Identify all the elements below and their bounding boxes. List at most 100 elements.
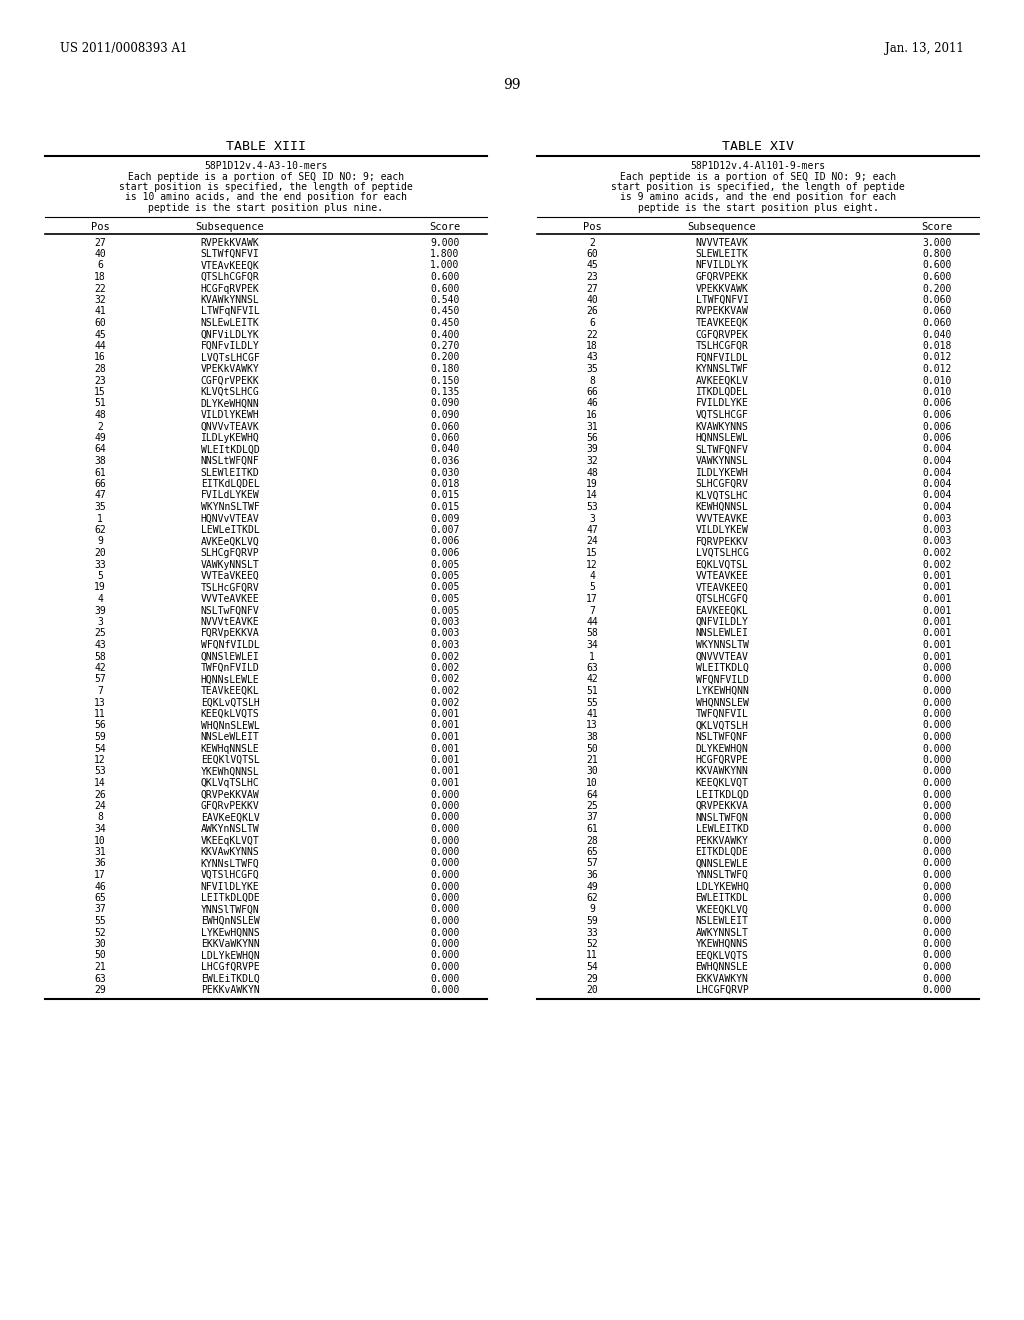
Text: HQNNsLEWLE: HQNNsLEWLE	[201, 675, 259, 685]
Text: ILDLyKEWHQ: ILDLyKEWHQ	[201, 433, 259, 444]
Text: VAWKyNNSLT: VAWKyNNSLT	[201, 560, 259, 569]
Text: 0.000: 0.000	[923, 697, 951, 708]
Text: 0.001: 0.001	[430, 777, 460, 788]
Text: Each peptide is a portion of SEQ ID NO: 9; each: Each peptide is a portion of SEQ ID NO: …	[620, 172, 896, 181]
Text: 39: 39	[586, 445, 598, 454]
Text: 45: 45	[586, 260, 598, 271]
Text: 0.004: 0.004	[923, 491, 951, 500]
Text: 60: 60	[94, 318, 105, 327]
Text: 58P1D12v.4-A3-10-mers: 58P1D12v.4-A3-10-mers	[205, 161, 328, 172]
Text: 63: 63	[586, 663, 598, 673]
Text: 35: 35	[586, 364, 598, 374]
Text: 61: 61	[586, 824, 598, 834]
Text: SLEWlEITKD: SLEWlEITKD	[201, 467, 259, 478]
Text: 62: 62	[94, 525, 105, 535]
Text: 0.000: 0.000	[923, 882, 951, 891]
Text: 6: 6	[97, 260, 103, 271]
Text: 0.000: 0.000	[923, 755, 951, 766]
Text: KEWHQNNSL: KEWHQNNSL	[695, 502, 749, 512]
Text: 0.000: 0.000	[430, 824, 460, 834]
Text: QKLVqTSLHC: QKLVqTSLHC	[201, 777, 259, 788]
Text: 0.003: 0.003	[430, 616, 460, 627]
Text: 0.000: 0.000	[430, 974, 460, 983]
Text: 59: 59	[586, 916, 598, 927]
Text: 9: 9	[97, 536, 103, 546]
Text: 28: 28	[586, 836, 598, 846]
Text: 58P1D12v.4-Al101-9-mers: 58P1D12v.4-Al101-9-mers	[690, 161, 825, 172]
Text: 0.000: 0.000	[923, 894, 951, 903]
Text: WHQNnSLEWL: WHQNnSLEWL	[201, 721, 259, 730]
Text: 0.004: 0.004	[923, 445, 951, 454]
Text: FVILDLYKE: FVILDLYKE	[695, 399, 749, 408]
Text: 0.000: 0.000	[923, 675, 951, 685]
Text: WFQNfVILDL: WFQNfVILDL	[201, 640, 259, 649]
Text: 15: 15	[586, 548, 598, 558]
Text: EWHQNNSLE: EWHQNNSLE	[695, 962, 749, 972]
Text: VVTEaVKEEQ: VVTEaVKEEQ	[201, 572, 259, 581]
Text: 0.000: 0.000	[923, 928, 951, 937]
Text: EQKLvQTSLH: EQKLvQTSLH	[201, 697, 259, 708]
Text: LEITkDLQDE: LEITkDLQDE	[201, 894, 259, 903]
Text: 58: 58	[586, 628, 598, 639]
Text: NSLEwLEITK: NSLEwLEITK	[201, 318, 259, 327]
Text: 47: 47	[586, 525, 598, 535]
Text: 0.000: 0.000	[923, 686, 951, 696]
Text: 0.000: 0.000	[430, 858, 460, 869]
Text: KYNNsLTWFQ: KYNNsLTWFQ	[201, 858, 259, 869]
Text: 0.000: 0.000	[923, 824, 951, 834]
Text: EWLEITKDL: EWLEITKDL	[695, 894, 749, 903]
Text: EEQKLVQTS: EEQKLVQTS	[695, 950, 749, 961]
Text: 0.000: 0.000	[923, 777, 951, 788]
Text: 0.036: 0.036	[430, 455, 460, 466]
Text: 0.040: 0.040	[923, 330, 951, 339]
Text: VVVTEAVKE: VVVTEAVKE	[695, 513, 749, 524]
Text: 54: 54	[94, 743, 105, 754]
Text: 47: 47	[94, 491, 105, 500]
Text: 0.006: 0.006	[923, 399, 951, 408]
Text: 0.000: 0.000	[923, 847, 951, 857]
Text: LEWLEITKD: LEWLEITKD	[695, 824, 749, 834]
Text: KYNNSLTWF: KYNNSLTWF	[695, 364, 749, 374]
Text: 0.000: 0.000	[430, 985, 460, 995]
Text: 0.002: 0.002	[430, 652, 460, 661]
Text: 30: 30	[586, 767, 598, 776]
Text: 0.000: 0.000	[923, 789, 951, 800]
Text: 0.000: 0.000	[923, 801, 951, 810]
Text: 41: 41	[94, 306, 105, 317]
Text: VTEAvKEEQK: VTEAvKEEQK	[201, 260, 259, 271]
Text: 7: 7	[97, 686, 103, 696]
Text: TWFQnFVILD: TWFQnFVILD	[201, 663, 259, 673]
Text: peptide is the start position plus eight.: peptide is the start position plus eight…	[638, 203, 879, 213]
Text: 3: 3	[97, 616, 103, 627]
Text: 16: 16	[94, 352, 105, 363]
Text: CGFQRVPEK: CGFQRVPEK	[695, 330, 749, 339]
Text: 1.800: 1.800	[430, 249, 460, 259]
Text: 0.018: 0.018	[923, 341, 951, 351]
Text: SLTWfQNFVI: SLTWfQNFVI	[201, 249, 259, 259]
Text: 9: 9	[589, 904, 595, 915]
Text: 0.200: 0.200	[430, 352, 460, 363]
Text: 0.012: 0.012	[923, 364, 951, 374]
Text: 0.450: 0.450	[430, 318, 460, 327]
Text: DLYKEWHQN: DLYKEWHQN	[695, 743, 749, 754]
Text: SLEWLEITK: SLEWLEITK	[695, 249, 749, 259]
Text: 0.001: 0.001	[923, 628, 951, 639]
Text: 0.000: 0.000	[923, 721, 951, 730]
Text: 10: 10	[94, 836, 105, 846]
Text: 0.000: 0.000	[923, 743, 951, 754]
Text: VILDlYKEWH: VILDlYKEWH	[201, 411, 259, 420]
Text: LEWLeITKDL: LEWLeITKDL	[201, 525, 259, 535]
Text: KKVAwKYNNS: KKVAwKYNNS	[201, 847, 259, 857]
Text: SLTWFQNFV: SLTWFQNFV	[695, 445, 749, 454]
Text: VAWKYNNSL: VAWKYNNSL	[695, 455, 749, 466]
Text: 0.060: 0.060	[430, 433, 460, 444]
Text: NSLEWLEIT: NSLEWLEIT	[695, 916, 749, 927]
Text: 45: 45	[94, 330, 105, 339]
Text: EQKLVQTSL: EQKLVQTSL	[695, 560, 749, 569]
Text: EAVKEEQKL: EAVKEEQKL	[695, 606, 749, 615]
Text: 0.003: 0.003	[923, 536, 951, 546]
Text: 12: 12	[586, 560, 598, 569]
Text: YKEWHQNNS: YKEWHQNNS	[695, 939, 749, 949]
Text: LTWFQNFVI: LTWFQNFVI	[695, 294, 749, 305]
Text: Subsequence: Subsequence	[196, 222, 264, 231]
